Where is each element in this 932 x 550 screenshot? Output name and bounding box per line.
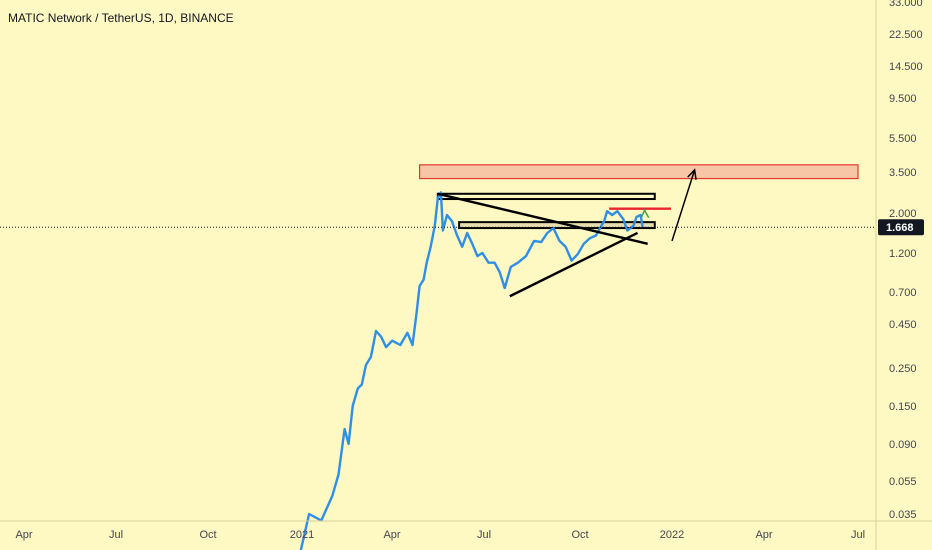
y-tick-label: 2.000 xyxy=(889,208,917,220)
price-line xyxy=(299,191,644,550)
x-tick-label: 2021 xyxy=(290,529,314,541)
x-tick-label: Oct xyxy=(199,529,216,541)
green-projection-line xyxy=(640,208,650,219)
price-axis[interactable]: 33.000 22.500 14.500 9.500 5.500 3.500 2.000 1.… xyxy=(889,0,923,521)
descending-trendline xyxy=(437,192,648,245)
y-tick-label: 0.035 xyxy=(889,509,917,521)
y-tick-label: 0.150 xyxy=(889,401,917,413)
projection-arrow xyxy=(671,169,696,242)
y-tick-label: 22.500 xyxy=(889,29,923,41)
last-price-value: 1.668 xyxy=(886,222,914,234)
time-axis[interactable]: Apr Jul Oct 2021 Apr Jul Oct 2022 Apr Jul xyxy=(15,529,865,541)
price-layer xyxy=(299,191,644,550)
drawing-tools-layer xyxy=(437,168,697,298)
y-tick-label: 0.055 xyxy=(889,476,917,488)
chart-title: MATIC Network / TetherUS, 1D, BINANCE xyxy=(8,11,234,25)
y-tick-label: 0.250 xyxy=(889,363,917,375)
projection-arrow-head xyxy=(687,168,697,180)
y-tick-label: 0.700 xyxy=(889,287,917,299)
x-tick-label: Apr xyxy=(15,529,32,541)
y-tick-label: 14.500 xyxy=(889,61,923,73)
x-tick-label: Jul xyxy=(477,529,491,541)
last-price-tag-bg xyxy=(878,219,924,236)
y-tick-label: 3.500 xyxy=(889,167,917,179)
x-tick-label: Apr xyxy=(383,529,400,541)
x-tick-label: Apr xyxy=(755,529,772,541)
y-tick-label: 0.090 xyxy=(889,439,917,451)
y-tick-label: 0.450 xyxy=(889,319,917,331)
x-tick-label: Jul xyxy=(109,529,123,541)
x-tick-label: Jul xyxy=(851,529,865,541)
y-tick-label: 1.200 xyxy=(889,248,917,260)
last-price-tag: 1.668 xyxy=(878,219,924,236)
x-tick-label: Oct xyxy=(571,529,588,541)
y-tick-label: 9.500 xyxy=(889,93,917,105)
resistance-zone xyxy=(418,164,859,180)
y-tick-label: 33.000 xyxy=(889,0,923,9)
x-tick-label: 2022 xyxy=(660,529,684,541)
y-tick-label: 5.500 xyxy=(889,133,917,145)
ascending-trendline xyxy=(509,231,639,298)
